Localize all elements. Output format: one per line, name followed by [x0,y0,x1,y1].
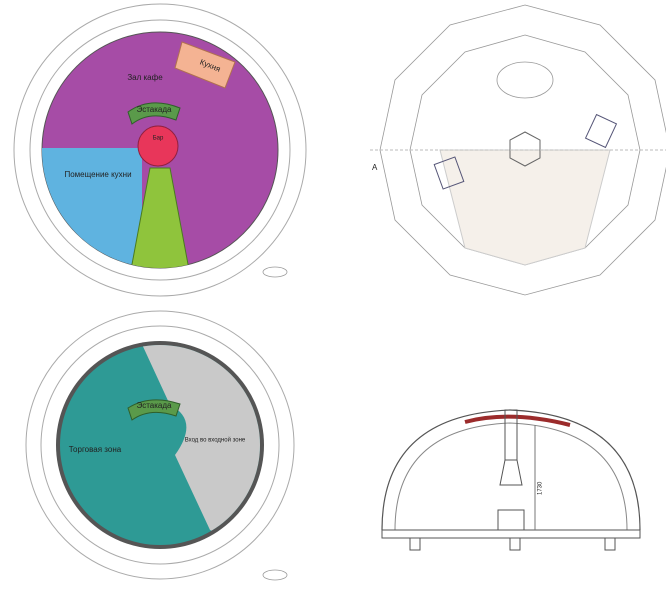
hood [500,460,522,485]
floor [382,530,640,538]
plan-2: A [370,5,666,295]
stove [498,510,524,530]
north-icon [263,267,287,277]
dome-inner [395,423,627,530]
table [497,62,553,98]
section: 1730 [382,410,640,550]
footing [510,538,520,550]
sofa [586,115,617,148]
label: 1730 [538,481,544,495]
plan-1: Зал кафе Кухня Эстакада Бар Помещение ку… [14,4,306,296]
floor-zone [440,150,610,265]
footing [605,538,615,550]
label: Бар [153,136,164,142]
label: Эстакада [136,105,172,114]
label: Эстакада [136,401,172,410]
label: Зал кафе [127,73,163,82]
label: Вход во входной зоне [185,437,246,444]
plan-3: Эстакада Торговая зона Вход во входной з… [26,311,294,580]
bar-area [138,126,178,166]
label: Торговая зона [69,445,122,454]
label: A [372,163,378,172]
label: Помещение кухни [64,170,131,179]
dome-outer [382,410,640,530]
footing [410,538,420,550]
north-icon [263,570,287,580]
plans-sheet: Зал кафе Кухня Эстакада Бар Помещение ку… [0,0,666,597]
